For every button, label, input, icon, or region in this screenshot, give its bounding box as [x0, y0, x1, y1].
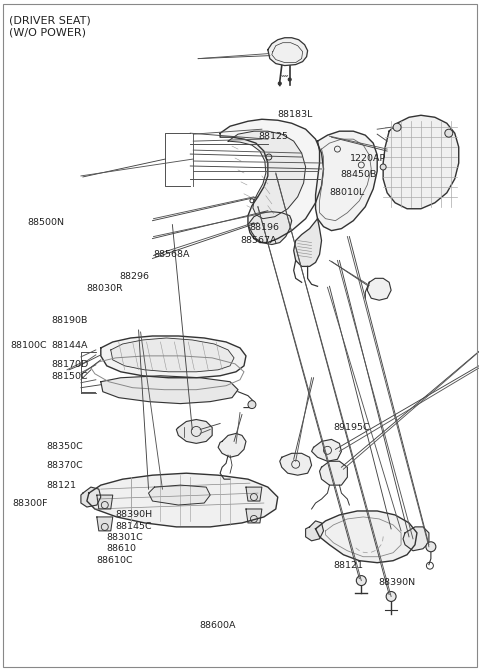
Text: 88610: 88610	[107, 544, 136, 554]
Text: 88144A: 88144A	[51, 341, 88, 350]
Polygon shape	[320, 461, 348, 485]
Text: 88350C: 88350C	[47, 442, 84, 452]
Text: 88370C: 88370C	[47, 461, 84, 470]
Text: 88600A: 88600A	[199, 621, 236, 630]
Text: 88010L: 88010L	[330, 188, 365, 197]
Circle shape	[386, 592, 396, 601]
Polygon shape	[148, 485, 210, 505]
Text: 88567A: 88567A	[240, 236, 276, 246]
Polygon shape	[101, 336, 246, 378]
Text: 88100C: 88100C	[10, 341, 47, 350]
Text: 88125: 88125	[258, 132, 288, 141]
Text: (DRIVER SEAT): (DRIVER SEAT)	[9, 16, 91, 26]
Polygon shape	[81, 487, 101, 507]
Polygon shape	[97, 517, 113, 531]
Text: 88390N: 88390N	[378, 578, 416, 587]
Text: 88150C: 88150C	[51, 372, 88, 381]
Text: 88030R: 88030R	[86, 285, 123, 293]
Circle shape	[248, 401, 256, 409]
Polygon shape	[228, 132, 306, 219]
Polygon shape	[111, 338, 234, 372]
Text: 88301C: 88301C	[107, 533, 143, 542]
Text: 88121: 88121	[334, 561, 363, 570]
Polygon shape	[367, 278, 391, 300]
Polygon shape	[101, 376, 238, 403]
Polygon shape	[248, 212, 292, 244]
Text: (W/O POWER): (W/O POWER)	[9, 28, 86, 38]
Text: 88300F: 88300F	[12, 499, 48, 508]
Polygon shape	[176, 419, 212, 444]
Circle shape	[445, 130, 453, 137]
Text: 88121: 88121	[47, 481, 77, 490]
Polygon shape	[218, 433, 246, 458]
Text: 89195C: 89195C	[334, 423, 370, 432]
Text: 88568A: 88568A	[153, 250, 190, 258]
Polygon shape	[315, 511, 417, 563]
Polygon shape	[246, 487, 262, 501]
Polygon shape	[294, 219, 322, 266]
Polygon shape	[268, 38, 308, 66]
Text: 1220AP: 1220AP	[350, 154, 386, 162]
Circle shape	[288, 78, 291, 81]
Circle shape	[393, 123, 401, 132]
Polygon shape	[315, 132, 377, 231]
Text: 88170D: 88170D	[51, 360, 89, 368]
Circle shape	[380, 164, 386, 170]
Polygon shape	[246, 509, 262, 523]
Text: 88450B: 88450B	[340, 170, 377, 178]
Polygon shape	[220, 119, 324, 242]
Text: 88296: 88296	[120, 272, 150, 281]
Polygon shape	[306, 521, 324, 541]
Circle shape	[356, 576, 366, 586]
Text: 88145C: 88145C	[115, 522, 152, 531]
Polygon shape	[280, 454, 312, 475]
Polygon shape	[312, 440, 341, 461]
Text: 88196: 88196	[250, 223, 279, 232]
Polygon shape	[87, 473, 278, 527]
Text: 88390H: 88390H	[115, 511, 152, 519]
Text: 88190B: 88190B	[51, 315, 88, 325]
Text: 88500N: 88500N	[28, 217, 65, 227]
Polygon shape	[383, 115, 459, 209]
Polygon shape	[403, 527, 429, 551]
Polygon shape	[97, 495, 113, 509]
Circle shape	[426, 541, 436, 552]
Circle shape	[278, 82, 281, 85]
Text: 88610C: 88610C	[97, 556, 133, 566]
Text: 88183L: 88183L	[277, 109, 312, 119]
